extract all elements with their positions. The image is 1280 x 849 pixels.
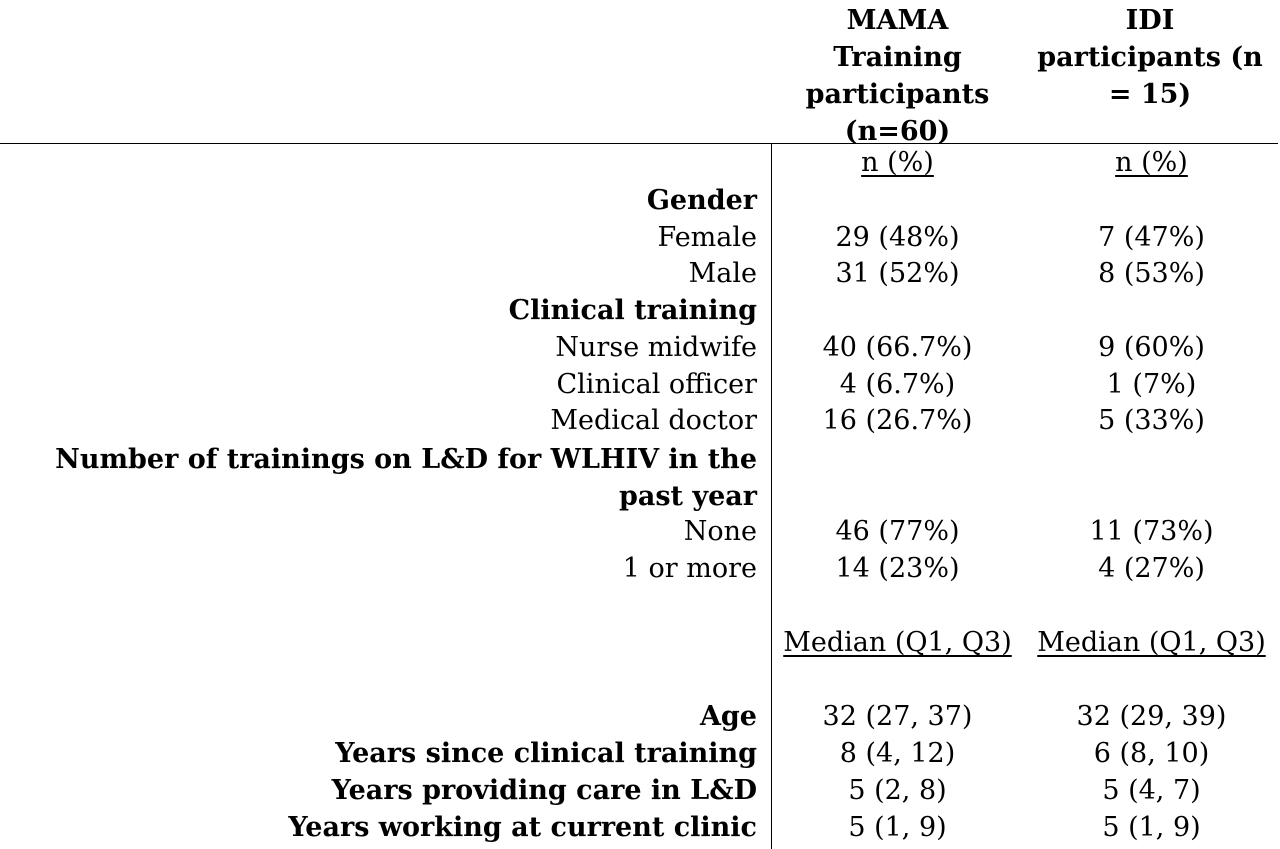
row-label-clinical-officer: Clinical officer	[556, 369, 757, 400]
row-label-female: Female	[657, 222, 757, 253]
row-label-medical-doctor: Medical doctor	[550, 405, 757, 436]
row-label-1-or-more: 1 or more	[622, 553, 757, 584]
cell-none-col2: 11 (73%)	[1089, 516, 1214, 547]
cell-female-col2: 7 (47%)	[1098, 222, 1205, 253]
cell-years-since-training-col1: 8 (4, 12)	[839, 738, 956, 769]
cell-none-col1: 46 (77%)	[835, 516, 960, 547]
row-label-none: None	[683, 516, 757, 547]
row-label-years-current-clinic: Years working at current clinic	[288, 812, 757, 843]
cell-age-col1: 32 (27, 37)	[822, 701, 973, 732]
row-label-years-since-training: Years since clinical training	[335, 738, 757, 769]
row-label-male: Male	[688, 258, 757, 289]
header-divider	[0, 143, 1278, 144]
cell-years-care-ld-col1: 5 (2, 8)	[848, 775, 947, 806]
cell-male-col2: 8 (53%)	[1098, 258, 1205, 289]
cell-clinical-officer-col2: 1 (7%)	[1106, 369, 1197, 400]
cell-female-col1: 29 (48%)	[835, 222, 960, 253]
cell-1-or-more-col1: 14 (23%)	[835, 553, 960, 584]
cell-nurse-midwife-col1: 40 (66.7%)	[822, 332, 973, 363]
cell-years-current-clinic-col2: 5 (1, 9)	[1102, 812, 1201, 843]
cell-years-care-ld-col2: 5 (4, 7)	[1102, 775, 1201, 806]
subheader-median-col1: Median (Q1, Q3)	[783, 627, 1012, 658]
cell-medical-doctor-col1: 16 (26.7%)	[822, 405, 973, 436]
subheader-n-percent-col1: n (%)	[861, 147, 934, 178]
column-divider	[771, 144, 772, 849]
subheader-median-col2: Median (Q1, Q3)	[1037, 627, 1266, 658]
column-header-mama-training: MAMA Training participants (n=60)	[805, 5, 990, 147]
row-label-nurse-midwife: Nurse midwife	[555, 332, 757, 363]
row-label-years-care-ld: Years providing care in L&D	[331, 775, 757, 806]
section-gender: Gender	[646, 185, 757, 216]
subheader-n-percent-col2: n (%)	[1115, 147, 1188, 178]
cell-nurse-midwife-col2: 9 (60%)	[1098, 332, 1205, 363]
cell-male-col1: 31 (52%)	[835, 258, 960, 289]
cell-years-since-training-col2: 6 (8, 10)	[1093, 738, 1210, 769]
column-header-idi-participants: IDI participants (n = 15)	[1037, 5, 1263, 110]
cell-clinical-officer-col1: 4 (6.7%)	[839, 369, 956, 400]
cell-1-or-more-col2: 4 (27%)	[1098, 553, 1205, 584]
section-clinical-training: Clinical training	[508, 295, 757, 326]
cell-age-col2: 32 (29, 39)	[1076, 701, 1227, 732]
cell-years-current-clinic-col1: 5 (1, 9)	[848, 812, 947, 843]
cell-medical-doctor-col2: 5 (33%)	[1098, 405, 1205, 436]
section-trainings-past-year: Number of trainings on L&D for WLHIV in …	[55, 444, 757, 512]
row-label-age: Age	[699, 701, 757, 732]
